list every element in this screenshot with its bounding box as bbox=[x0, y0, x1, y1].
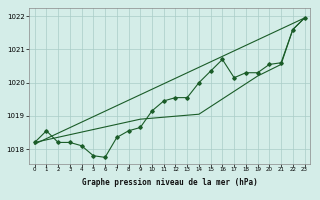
X-axis label: Graphe pression niveau de la mer (hPa): Graphe pression niveau de la mer (hPa) bbox=[82, 178, 258, 187]
